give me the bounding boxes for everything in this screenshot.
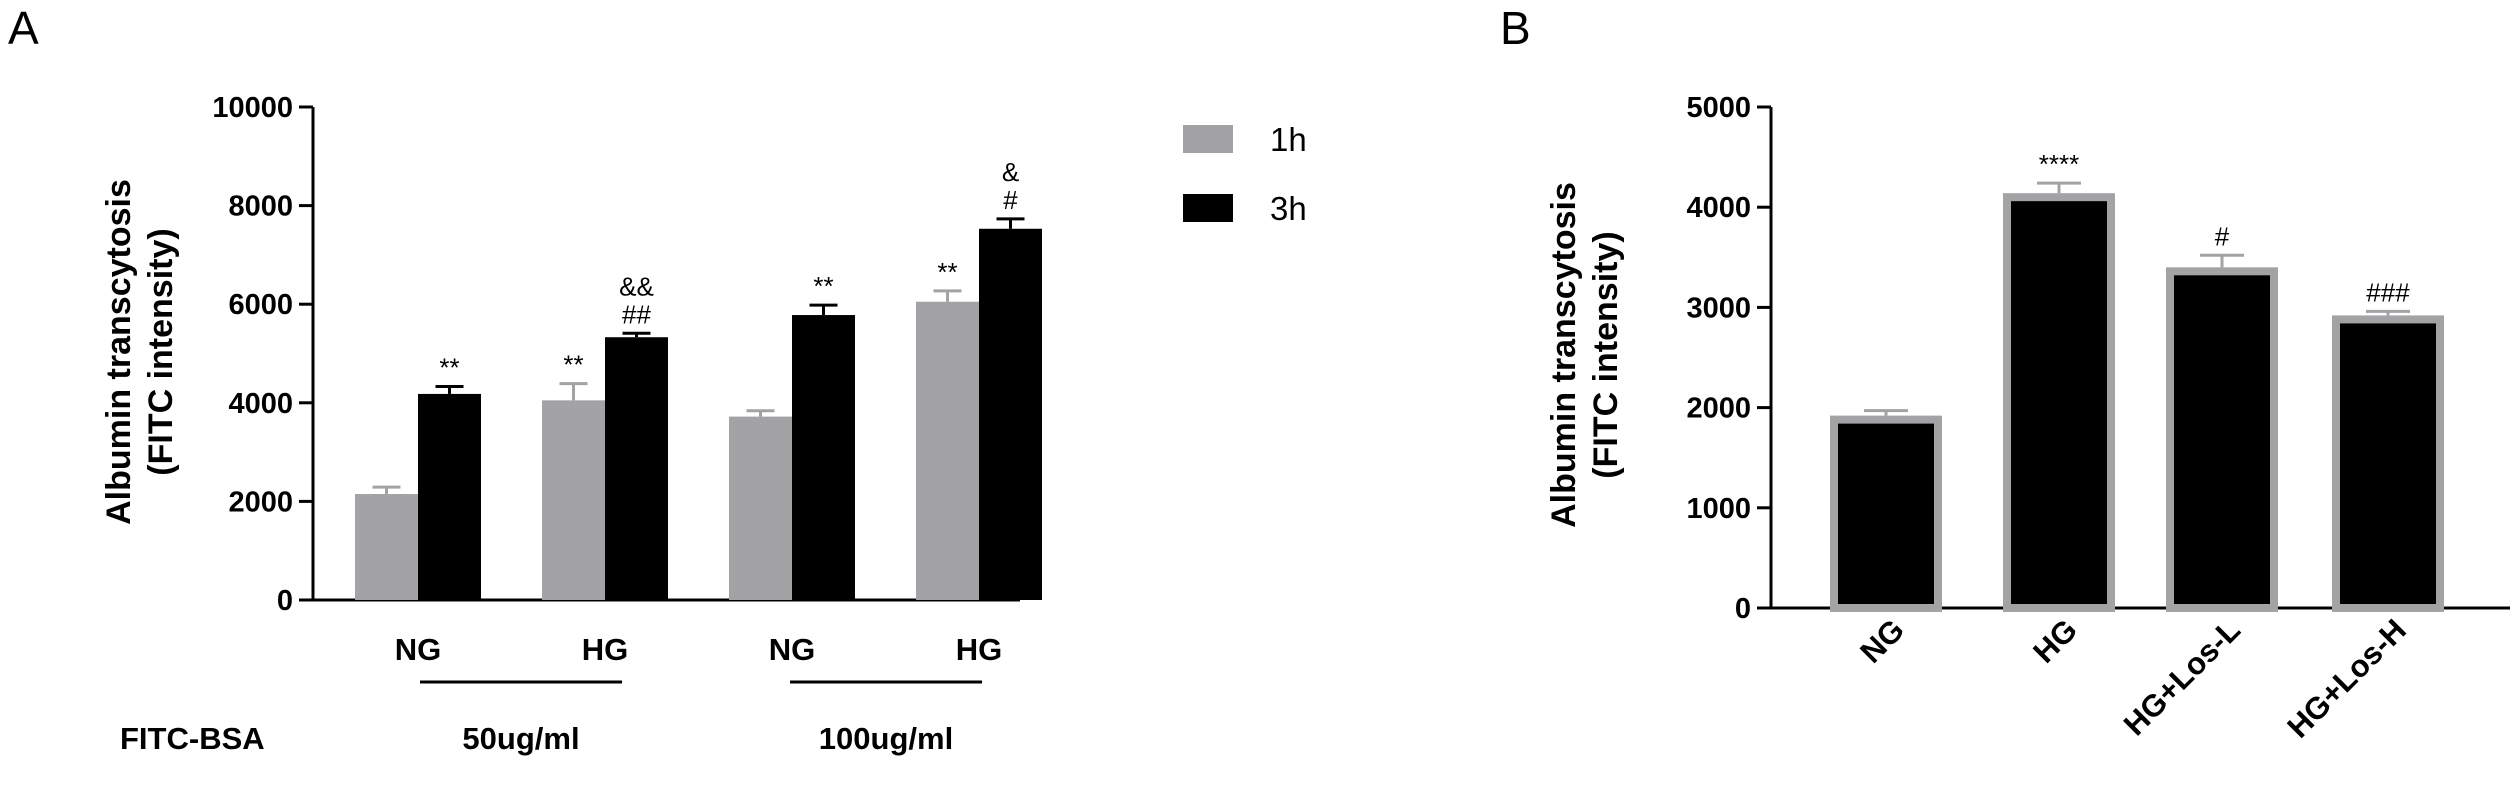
significance-mark: # — [2215, 221, 2230, 251]
b-y-tick-label: 3000 — [1686, 292, 1751, 324]
bar-1h-hg — [542, 400, 605, 600]
b-y-tick-label: 2000 — [1686, 393, 1751, 425]
bar-3h-ng — [418, 393, 481, 600]
panel-b: B Albumin transcytosis (FITC intensity) … — [1500, 2, 2510, 745]
significance-mark-line: ## — [622, 299, 651, 329]
panel-a: A Albumin transcytosis (FITC intensity) … — [8, 2, 1307, 756]
legend: 1h 3h — [1183, 121, 1307, 227]
group-label-100: 100ug/ml — [819, 721, 953, 756]
significance-mark: ### — [2366, 277, 2410, 307]
a-y-tick-label: 0 — [277, 585, 293, 617]
bar-3h-hg — [979, 228, 1042, 600]
group-label-50: 50ug/ml — [462, 721, 579, 756]
legend-label-3h: 3h — [1270, 190, 1307, 227]
x-tick-label-a: HG — [956, 632, 1003, 667]
bar-ng — [1830, 415, 1942, 612]
x-tick-label-b: NG — [1853, 612, 1911, 670]
b-y-tick-label: 5000 — [1686, 92, 1751, 124]
x-tick-label-b: HG — [2026, 612, 2084, 670]
bar-hg — [2003, 193, 2115, 612]
significance-mark-line: # — [1003, 185, 1018, 215]
bar-3h-ng — [792, 315, 855, 600]
significance-mark: ** — [813, 271, 833, 301]
bar-hg-los-l — [2166, 267, 2278, 612]
x-tick-label-b: HG+Los-H — [2280, 612, 2413, 745]
panel-b-letter: B — [1500, 2, 1531, 54]
panel-b-ylabel-line1: Albumin transcytosis — [1545, 182, 1583, 528]
significance-mark: ** — [439, 353, 459, 383]
significance-mark: ** — [563, 350, 583, 380]
a-y-tick-label: 6000 — [228, 289, 293, 321]
bar-1h-hg — [916, 301, 979, 600]
bar-3h-hg — [605, 337, 668, 600]
panel-a-labels: ** NG ** && ## HG ** NG ** & # HG — [395, 157, 1019, 667]
panel-a-ylabel-line1: Albumin transcytosis — [100, 179, 138, 525]
panel-a-letter: A — [8, 2, 39, 54]
panel-b-bars — [1830, 181, 2444, 612]
legend-swatch-3h — [1183, 194, 1233, 222]
significance-mark: **** — [2039, 149, 2079, 179]
significance-mark-line: && — [619, 271, 654, 301]
significance-mark: && ## — [619, 271, 654, 329]
significance-mark: & # — [1002, 157, 1019, 215]
panel-b-ylabel-line2: (FITC intensity) — [1587, 231, 1625, 478]
significance-mark-line: & — [1002, 157, 1019, 187]
legend-swatch-1h — [1183, 125, 1233, 153]
bar-hg-los-h — [2332, 315, 2444, 612]
bar-1h-ng — [355, 494, 418, 600]
b-y-tick-label: 0 — [1735, 593, 1751, 625]
x-tick-label-b: HG+Los-L — [2117, 612, 2247, 742]
x-tick-label-a: HG — [582, 632, 629, 667]
a-y-tick-label: 2000 — [228, 486, 293, 518]
panel-a-bars — [355, 217, 1042, 600]
significance-mark: ** — [937, 257, 957, 287]
panel-a-ylabel-line2: (FITC intensity) — [142, 228, 180, 475]
x-tick-label-a: NG — [769, 632, 816, 667]
panel-b-axes: 0 1000 2000 3000 4000 5000 — [1686, 92, 2510, 625]
bar-1h-ng — [729, 416, 792, 600]
a-y-tick-label: 8000 — [228, 191, 293, 223]
x-tick-label-a: NG — [395, 632, 442, 667]
a-y-tick-label: 4000 — [228, 388, 293, 420]
b-y-tick-label: 1000 — [1686, 493, 1751, 525]
b-y-tick-label: 4000 — [1686, 192, 1751, 224]
row-label-fitc-bsa: FITC-BSA — [120, 721, 265, 756]
legend-label-1h: 1h — [1270, 121, 1307, 158]
a-y-tick-label: 10000 — [212, 92, 293, 124]
